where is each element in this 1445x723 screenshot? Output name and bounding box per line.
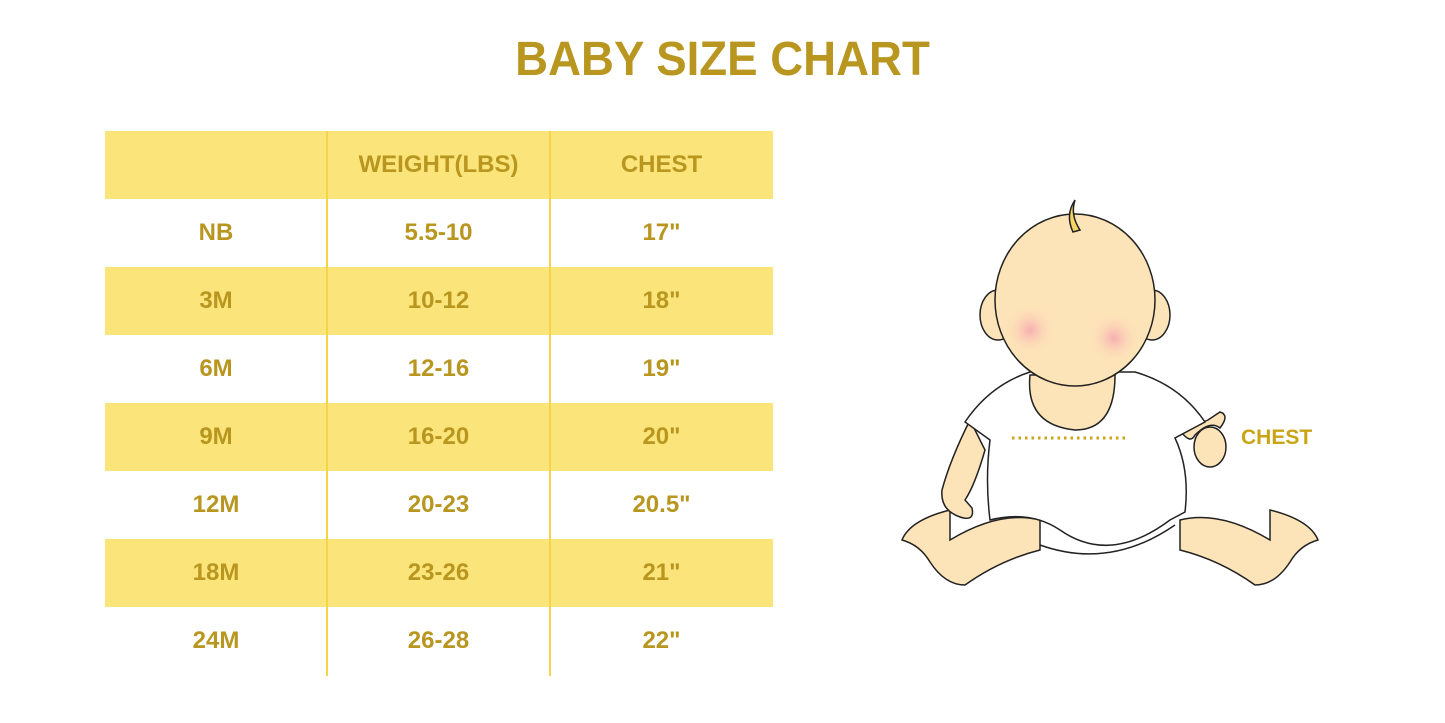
size-cell: 12M xyxy=(192,491,240,518)
chest-cell: 20.5" xyxy=(632,491,691,518)
header-chest: CHEST xyxy=(620,151,703,178)
size-table: WEIGHT(LBS) CHEST NB 5.5-10 17" 3M 10-12… xyxy=(105,131,773,675)
table-row: 24M 26-28 22" xyxy=(105,607,773,675)
size-cell: 6M xyxy=(199,355,233,382)
chest-cell: 22" xyxy=(642,627,681,654)
chest-cell: 18" xyxy=(642,287,681,314)
table-row: NB 5.5-10 17" xyxy=(105,199,773,267)
header-size xyxy=(105,131,327,199)
size-cell: 3M xyxy=(199,287,233,314)
table-row: 3M 10-12 18" xyxy=(105,267,773,335)
size-cell: 24M xyxy=(192,627,240,654)
size-cell: 9M xyxy=(199,423,233,450)
table-row: 6M 12-16 19" xyxy=(105,335,773,403)
chest-cell: 20" xyxy=(642,423,681,450)
weight-cell: 16-20 xyxy=(407,423,470,450)
column-divider xyxy=(326,131,328,676)
size-cell: 18M xyxy=(192,559,240,586)
chest-label: CHEST xyxy=(1241,426,1313,449)
table-row: 12M 20-23 20.5" xyxy=(105,471,773,539)
weight-cell: 26-28 xyxy=(407,627,470,654)
page-title: BABY SIZE CHART xyxy=(515,33,930,86)
size-cell: NB xyxy=(198,219,234,246)
chest-cell: 19" xyxy=(642,355,681,382)
baby-illustration xyxy=(900,199,1320,586)
column-divider xyxy=(549,131,551,676)
table-row: 18M 23-26 21" xyxy=(105,539,773,607)
chest-cell: 21" xyxy=(642,559,681,586)
weight-cell: 12-16 xyxy=(407,355,470,382)
table-row: 9M 16-20 20" xyxy=(105,403,773,471)
chest-cell: 17" xyxy=(642,219,681,246)
weight-cell: 20-23 xyxy=(407,491,470,518)
weight-cell: 10-12 xyxy=(407,287,470,314)
table-header-row: WEIGHT(LBS) CHEST xyxy=(105,131,773,199)
header-weight: WEIGHT(LBS) xyxy=(358,151,519,178)
weight-cell: 5.5-10 xyxy=(404,219,473,246)
weight-cell: 23-26 xyxy=(407,559,470,586)
